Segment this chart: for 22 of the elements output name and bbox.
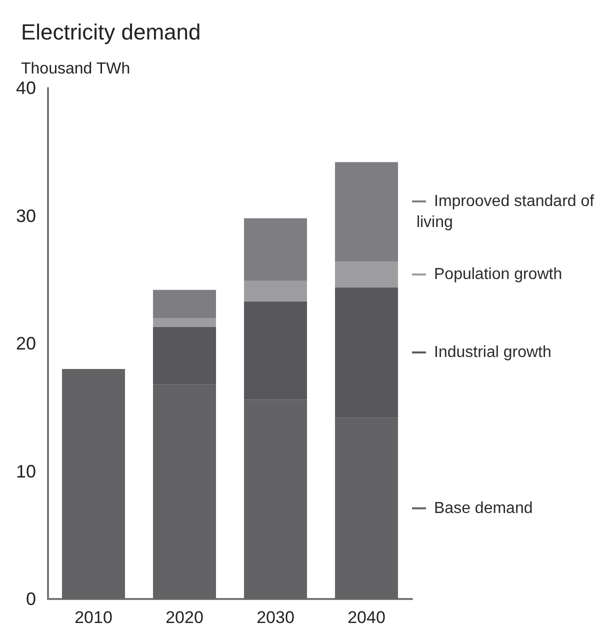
- x-tick-label: 2030: [256, 608, 294, 627]
- legend-label: Improoved standard of living: [412, 192, 595, 231]
- y-tick-label: 30: [16, 206, 36, 226]
- y-tick-label: 10: [16, 461, 36, 482]
- y-tick-label: 0: [26, 589, 36, 609]
- bar: [335, 162, 398, 262]
- bar: [335, 262, 398, 288]
- x-tick-label: 2040: [348, 608, 386, 627]
- bar: [153, 290, 216, 318]
- y-axis-title: Thousand TWh: [21, 60, 130, 78]
- y-tick-label: 40: [16, 78, 36, 98]
- x-tick-label: 2010: [74, 608, 112, 627]
- x-tick-label: 2020: [166, 608, 204, 627]
- bar: [62, 369, 125, 599]
- bar: [153, 318, 216, 327]
- legend-label: Population growth: [434, 266, 562, 284]
- y-tick-label: 20: [16, 334, 36, 354]
- legend-label: Base demand: [434, 500, 533, 517]
- bar: [244, 218, 307, 281]
- legend-label: Industrial growth: [434, 344, 552, 361]
- bar: [244, 280, 307, 302]
- chart-title: Electricity demand: [21, 20, 201, 44]
